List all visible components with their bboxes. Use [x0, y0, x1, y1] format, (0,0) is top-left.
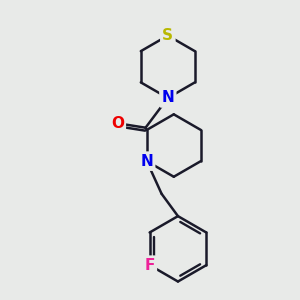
- Text: F: F: [145, 258, 155, 273]
- Text: O: O: [111, 116, 124, 131]
- Text: N: N: [140, 154, 153, 169]
- Text: N: N: [161, 91, 174, 106]
- Text: S: S: [162, 28, 173, 43]
